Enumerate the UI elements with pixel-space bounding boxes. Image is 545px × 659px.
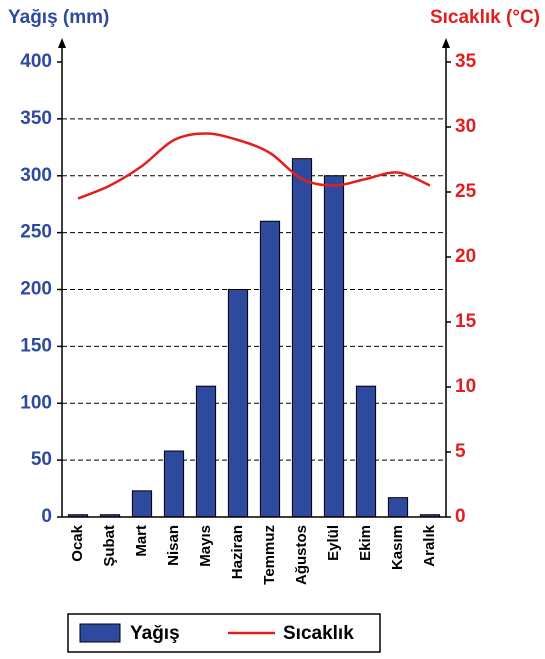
- y-tick-label: 50: [31, 449, 52, 470]
- bar: [324, 176, 343, 517]
- bar: [388, 498, 407, 517]
- line: [78, 134, 430, 199]
- bar: [196, 386, 215, 517]
- x-tick-label: Nisan: [165, 525, 182, 566]
- y-tick-label: 0: [41, 506, 52, 527]
- y2-tick-label: 15: [455, 311, 477, 332]
- y-tick-label: 300: [20, 165, 52, 186]
- y-tick-label: 350: [20, 108, 52, 129]
- x-tick-label: Kasım: [389, 525, 406, 570]
- legend-label: Sıcaklık: [283, 623, 354, 644]
- y2-tick-label: 30: [455, 116, 476, 137]
- x-tick-label: Ekim: [357, 525, 374, 561]
- y2-tick-label: 5: [455, 441, 466, 462]
- y2-tick-label: 0: [455, 506, 466, 527]
- legend-swatch: [80, 624, 120, 642]
- y-tick-label: 150: [20, 335, 52, 356]
- legend-label: Yağış: [130, 623, 180, 644]
- y-axis-arrow: [58, 38, 66, 48]
- y-tick-label: 250: [20, 222, 52, 243]
- x-tick-label: Aralık: [421, 524, 438, 566]
- x-tick-label: Haziran: [229, 525, 246, 579]
- x-tick-label: Eylül: [325, 525, 342, 561]
- x-tick-label: Ağustos: [293, 525, 310, 585]
- x-tick-label: Temmuz: [261, 525, 278, 585]
- y2-tick-label: 20: [455, 246, 476, 267]
- bar: [132, 491, 151, 517]
- y2-axis-title: Sıcaklık (°C): [430, 7, 540, 28]
- y-axis-title: Yağış (mm): [8, 7, 109, 28]
- bar: [164, 451, 183, 517]
- y-tick-label: 400: [20, 51, 52, 72]
- x-tick-label: Şubat: [101, 525, 118, 567]
- chart: Yağış (mm) Sıcaklık (°C) 050100150200250…: [0, 0, 545, 659]
- x-tick-label: Ocak: [69, 524, 86, 561]
- y2-axis-arrow: [442, 38, 450, 48]
- y-tick-label: 200: [20, 279, 52, 300]
- y-tick-label: 100: [20, 392, 52, 413]
- bar: [260, 221, 279, 517]
- bar: [292, 159, 311, 517]
- x-tick-label: Mart: [133, 525, 150, 557]
- x-tick-label: Mayıs: [197, 525, 214, 567]
- y2-tick-label: 35: [455, 51, 477, 72]
- y2-tick-label: 10: [455, 376, 476, 397]
- bar: [356, 386, 375, 517]
- bar: [228, 290, 247, 518]
- y2-tick-label: 25: [455, 181, 477, 202]
